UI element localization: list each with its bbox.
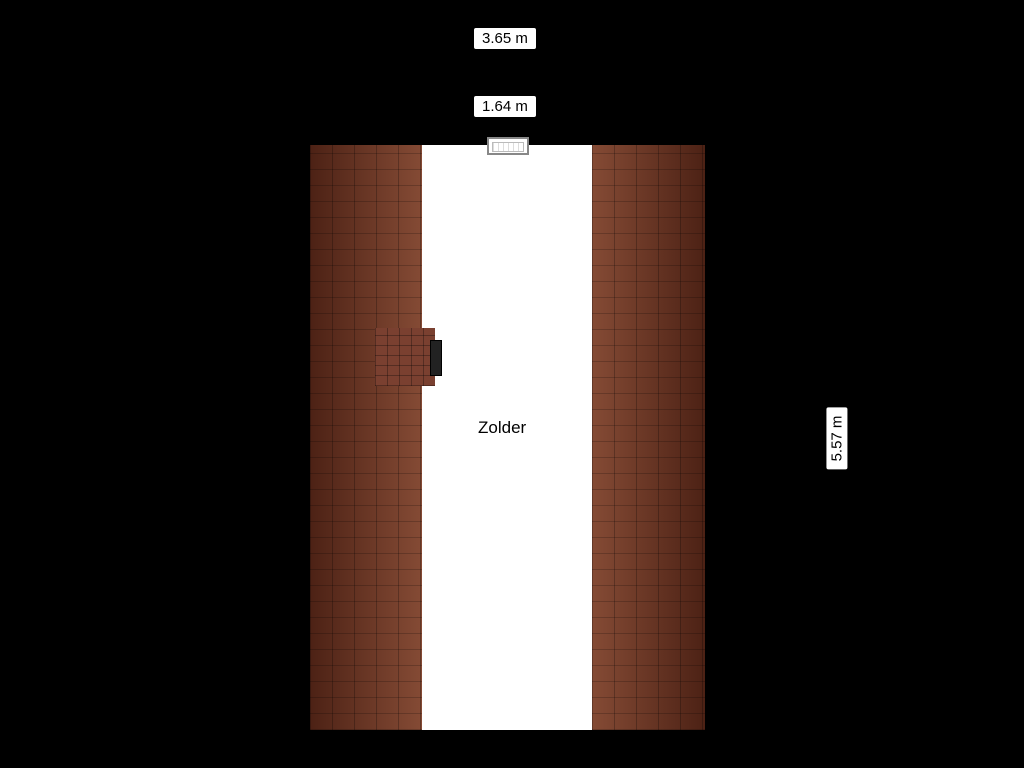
dimension-total-width: 3.65 m — [474, 28, 536, 49]
room-label-zolder: Zolder — [478, 418, 526, 438]
chimney — [375, 328, 435, 386]
roof-panel-left — [310, 145, 422, 730]
roof-panel-right — [592, 145, 705, 730]
dormer-window — [487, 137, 529, 155]
dimension-center-width: 1.64 m — [474, 96, 536, 117]
floorplan-canvas: Zolder 3.65 m 1.64 m 5.57 m — [0, 0, 1024, 768]
dimension-height: 5.57 m — [826, 408, 847, 470]
chimney-flue — [430, 340, 442, 376]
dormer-glass — [492, 142, 524, 152]
